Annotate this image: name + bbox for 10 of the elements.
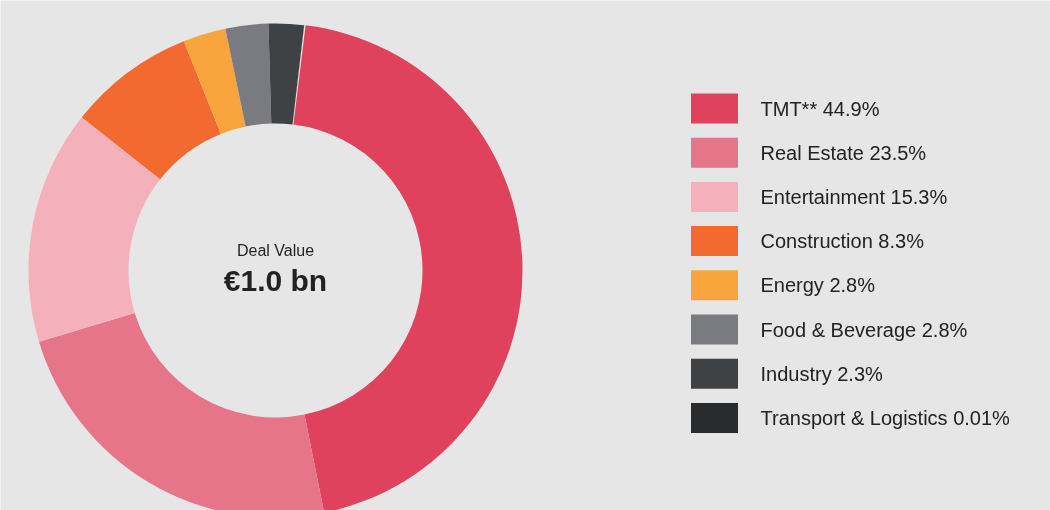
legend-label: Food & Beverage 2.8% bbox=[760, 318, 968, 341]
text: €1.0 bn bbox=[223, 264, 328, 297]
legend-label: Energy 2.8% bbox=[760, 274, 876, 297]
legend-label: TMT** 44.9% bbox=[760, 97, 880, 120]
legend-label: Industry 2.3% bbox=[760, 362, 883, 385]
legend-label: Construction 8.3% bbox=[760, 230, 925, 253]
legend-label: Transport & Logistics 0.01% bbox=[760, 406, 1011, 429]
legend-label: Real Estate 23.5% bbox=[760, 141, 927, 164]
text: Deal Value bbox=[236, 242, 315, 259]
legend-label: Entertainment 15.3% bbox=[760, 185, 948, 208]
